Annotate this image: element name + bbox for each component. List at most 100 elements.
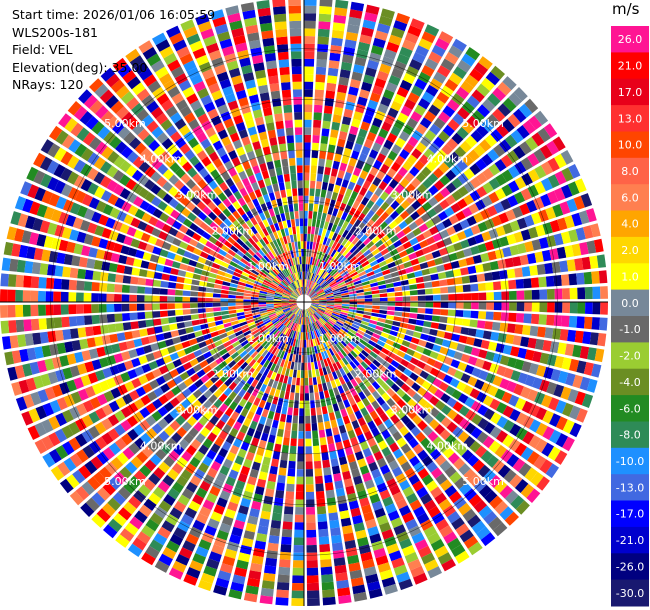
range-gate-cell xyxy=(247,248,256,257)
range-gate-cell xyxy=(364,294,373,299)
range-gate-cell xyxy=(429,226,439,236)
range-gate-cell xyxy=(576,408,588,423)
range-gate-cell xyxy=(390,414,400,424)
range-gate-cell xyxy=(434,337,444,346)
range-gate-cell xyxy=(400,189,411,199)
range-gate-cell xyxy=(425,219,435,229)
range-gate-cell xyxy=(264,321,273,327)
range-gate-cell xyxy=(390,346,399,355)
range-gate-cell xyxy=(154,506,168,519)
colorbar-swatch xyxy=(611,157,649,185)
range-gate-cell xyxy=(311,218,317,227)
range-gate-cell xyxy=(409,284,418,290)
range-gate-cell xyxy=(519,203,531,216)
range-gate-cell xyxy=(436,353,446,363)
range-gate-cell xyxy=(407,398,417,409)
range-gate-cell xyxy=(261,392,269,402)
range-gate-cell xyxy=(457,361,468,372)
range-gate-cell xyxy=(332,22,346,32)
range-gate-cell xyxy=(353,228,361,237)
range-gate-cell xyxy=(362,447,372,458)
range-gate-cell xyxy=(341,297,350,300)
range-gate-cell xyxy=(281,406,288,415)
range-gate-cell xyxy=(486,302,494,310)
range-gate-cell xyxy=(192,519,206,532)
range-gate-cell xyxy=(199,221,209,231)
range-gate-cell xyxy=(127,402,139,414)
range-gate-cell xyxy=(152,86,166,100)
range-gate-cell xyxy=(207,467,218,479)
range-gate-cell xyxy=(334,99,345,109)
range-gate-cell xyxy=(248,324,257,330)
range-gate-cell xyxy=(168,227,179,237)
range-gate-cell xyxy=(307,598,320,606)
range-gate-cell xyxy=(113,155,126,168)
range-gate-cell xyxy=(101,335,111,345)
range-gate-cell xyxy=(333,557,346,567)
range-gate-cell xyxy=(289,299,297,301)
range-gate-cell xyxy=(282,343,288,352)
range-gate-cell xyxy=(351,274,360,280)
range-gate-cell xyxy=(471,302,479,310)
range-gate-cell xyxy=(402,160,413,171)
range-gate-cell xyxy=(384,216,394,225)
range-gate-cell xyxy=(89,78,104,93)
range-gate-cell xyxy=(304,187,309,196)
range-gate-cell xyxy=(458,393,469,404)
range-gate-cell xyxy=(229,184,239,194)
range-gate-cell xyxy=(335,572,348,582)
range-gate-cell xyxy=(194,330,203,338)
range-gate-cell xyxy=(461,318,471,327)
range-gate-cell xyxy=(255,381,263,390)
range-gate-cell xyxy=(506,150,520,164)
range-gate-cell xyxy=(330,283,338,288)
range-gate-cell xyxy=(287,142,295,151)
range-gate-cell xyxy=(483,511,498,525)
range-gate-cell xyxy=(369,260,379,267)
range-gate-cell xyxy=(290,293,298,299)
range-gate-cell xyxy=(402,39,416,51)
range-gate-cell xyxy=(271,346,278,355)
range-gate-cell xyxy=(278,205,285,214)
range-gate-cell xyxy=(130,217,141,228)
range-gate-cell xyxy=(45,304,54,316)
range-gate-cell xyxy=(489,398,501,411)
range-gate-cell xyxy=(226,125,237,136)
range-gate-cell xyxy=(219,181,229,192)
range-gate-cell xyxy=(149,379,160,390)
range-gate-cell xyxy=(313,119,322,128)
range-gate-cell xyxy=(266,303,274,306)
range-gate-cell xyxy=(326,357,332,366)
range-gate-cell xyxy=(466,454,480,467)
range-gate-cell xyxy=(281,303,289,305)
range-gate-cell xyxy=(398,269,407,276)
range-gate-cell xyxy=(315,483,324,492)
range-gate-cell xyxy=(198,539,212,551)
range-gate-cell xyxy=(549,429,562,444)
range-gate-cell xyxy=(476,431,489,444)
range-gate-cell xyxy=(402,302,411,307)
range-gate-cell xyxy=(82,400,95,413)
range-gate-cell xyxy=(282,295,290,299)
colorbar-tick-label: 8.0 xyxy=(621,165,639,178)
range-gate-cell xyxy=(441,339,451,348)
range-gate-cell xyxy=(313,330,318,338)
range-gate-cell xyxy=(90,456,104,470)
range-gate-cell xyxy=(332,290,341,294)
range-gate-cell xyxy=(148,473,161,486)
range-gate-cell xyxy=(236,146,246,157)
range-gate-cell xyxy=(349,296,358,300)
range-gate-cell xyxy=(202,456,213,467)
range-gate-cell xyxy=(320,398,327,407)
range-gate-cell xyxy=(304,218,308,227)
range-gate-cell xyxy=(242,373,251,382)
range-gate-cell xyxy=(490,412,502,425)
range-gate-cell xyxy=(212,140,223,151)
range-gate-cell xyxy=(516,125,530,139)
range-gate-cell xyxy=(317,243,323,252)
range-gate-cell xyxy=(417,255,427,264)
range-gate-cell xyxy=(65,214,77,227)
range-gate-cell xyxy=(157,340,167,349)
range-gate-cell xyxy=(44,358,55,371)
range-gate-cell xyxy=(217,164,227,175)
